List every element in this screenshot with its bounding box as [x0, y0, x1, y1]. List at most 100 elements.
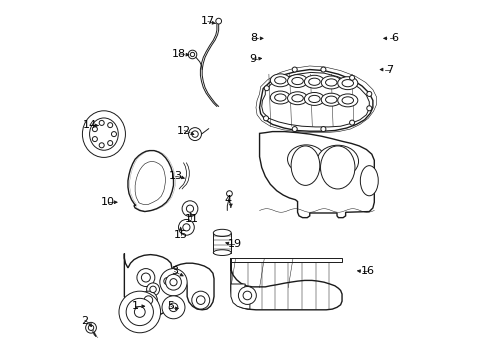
Circle shape [226, 191, 232, 197]
Text: 12: 12 [177, 126, 191, 135]
Circle shape [186, 205, 193, 212]
Polygon shape [261, 72, 368, 127]
Ellipse shape [341, 97, 353, 104]
Ellipse shape [290, 146, 319, 185]
Circle shape [238, 287, 256, 305]
Text: 15: 15 [173, 230, 187, 239]
Ellipse shape [287, 75, 307, 87]
Ellipse shape [308, 78, 320, 85]
Text: 19: 19 [227, 239, 241, 249]
Circle shape [85, 322, 96, 333]
Circle shape [169, 303, 178, 312]
Text: 18: 18 [172, 49, 186, 59]
Polygon shape [124, 253, 214, 316]
Ellipse shape [287, 92, 307, 105]
Circle shape [349, 120, 354, 125]
Text: 4: 4 [224, 195, 231, 205]
Circle shape [92, 127, 97, 132]
Circle shape [107, 123, 112, 128]
Text: 16: 16 [361, 266, 374, 276]
Circle shape [264, 86, 269, 91]
Ellipse shape [213, 250, 231, 256]
Text: 5: 5 [167, 301, 174, 311]
Circle shape [134, 307, 145, 318]
Text: 17: 17 [201, 17, 215, 27]
Ellipse shape [274, 77, 285, 84]
Circle shape [160, 274, 174, 288]
Ellipse shape [316, 145, 358, 177]
Circle shape [243, 291, 251, 300]
Ellipse shape [308, 95, 320, 103]
Circle shape [111, 132, 116, 136]
Circle shape [160, 269, 187, 296]
Circle shape [188, 50, 196, 59]
Ellipse shape [287, 145, 324, 174]
Polygon shape [230, 284, 249, 309]
Circle shape [119, 291, 160, 333]
Ellipse shape [321, 93, 341, 106]
Text: 3: 3 [171, 266, 178, 276]
Circle shape [137, 269, 155, 287]
Text: 1: 1 [131, 301, 138, 311]
Circle shape [320, 127, 325, 132]
Polygon shape [255, 66, 376, 133]
Ellipse shape [89, 118, 118, 150]
Circle shape [190, 52, 194, 57]
Ellipse shape [291, 95, 303, 102]
Polygon shape [230, 258, 341, 262]
Circle shape [92, 136, 97, 141]
Ellipse shape [291, 77, 303, 85]
Circle shape [99, 120, 104, 125]
Circle shape [191, 291, 209, 309]
Text: 7: 7 [386, 64, 392, 75]
Ellipse shape [360, 166, 378, 196]
Circle shape [99, 143, 104, 148]
Circle shape [107, 140, 112, 145]
Circle shape [263, 116, 268, 121]
Ellipse shape [213, 229, 231, 237]
Text: 2: 2 [81, 316, 88, 325]
Polygon shape [230, 258, 341, 310]
Circle shape [149, 286, 156, 293]
Polygon shape [259, 132, 373, 218]
Circle shape [178, 220, 194, 235]
Circle shape [88, 325, 94, 330]
Circle shape [141, 273, 150, 282]
Ellipse shape [274, 94, 285, 101]
Polygon shape [259, 69, 372, 131]
Circle shape [126, 298, 153, 325]
Circle shape [292, 67, 297, 72]
Ellipse shape [325, 79, 336, 86]
Ellipse shape [82, 111, 125, 157]
Text: 9: 9 [248, 54, 255, 64]
Circle shape [183, 224, 190, 231]
Circle shape [146, 283, 159, 296]
Circle shape [163, 278, 171, 285]
Circle shape [292, 127, 297, 132]
Ellipse shape [304, 75, 324, 88]
Circle shape [182, 201, 198, 217]
Text: 8: 8 [249, 33, 257, 43]
Circle shape [144, 296, 152, 305]
Text: 13: 13 [168, 171, 183, 181]
Ellipse shape [304, 93, 324, 105]
Circle shape [366, 106, 371, 111]
Circle shape [215, 18, 221, 24]
Circle shape [320, 67, 325, 72]
Ellipse shape [270, 74, 290, 87]
Text: 10: 10 [101, 197, 114, 207]
Circle shape [165, 274, 181, 290]
Ellipse shape [320, 146, 354, 189]
Circle shape [366, 91, 371, 96]
Text: 11: 11 [184, 215, 198, 224]
Circle shape [162, 296, 184, 319]
Ellipse shape [337, 94, 357, 107]
Circle shape [349, 75, 354, 80]
Circle shape [191, 131, 198, 137]
Circle shape [188, 128, 201, 140]
Text: 6: 6 [390, 33, 397, 43]
Ellipse shape [325, 96, 336, 103]
Circle shape [169, 279, 177, 286]
Ellipse shape [337, 77, 357, 90]
Text: 14: 14 [82, 121, 97, 130]
